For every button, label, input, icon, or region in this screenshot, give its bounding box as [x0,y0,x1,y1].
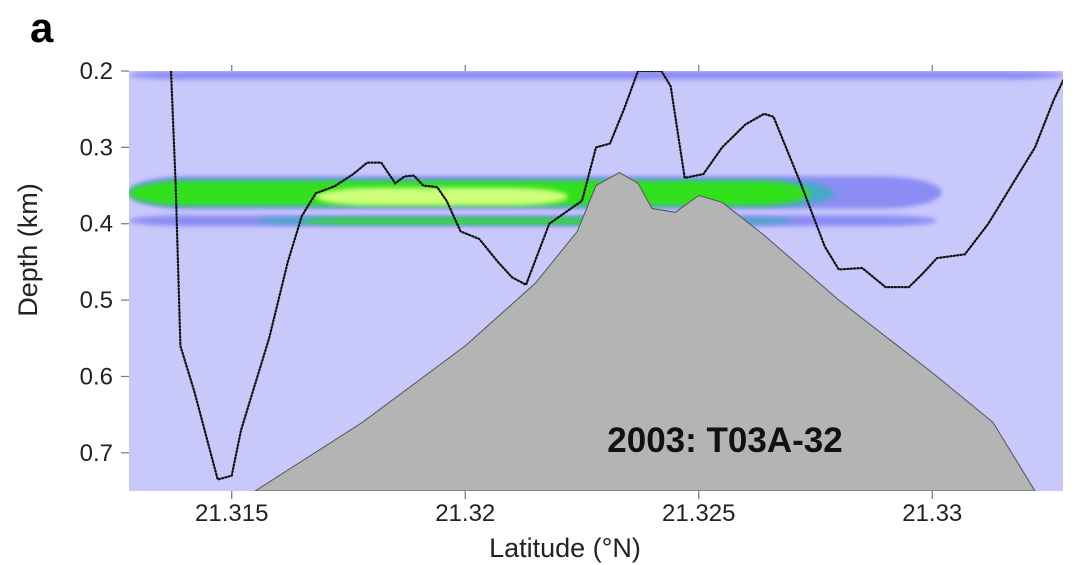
y-axis-title: Depth (km) [13,183,43,317]
y-tick-label: 0.4 [80,211,113,238]
ship-track-line [169,71,1063,481]
seamount-profile [254,172,1036,491]
y-tick-label: 0.7 [80,440,113,467]
x-axis-title: Latitude (°N) [489,533,641,563]
annotation-label: 2003: T03A-32 [607,421,842,460]
x-tick-label: 21.325 [662,500,735,527]
x-axis: 21.315 21.32 21.325 21.33 [195,65,962,527]
plot-area: 2003: T03A-32 [129,71,1063,491]
panel-letter: a [30,4,54,51]
x-tick-label: 21.315 [195,500,268,527]
y-axis: 0.2 0.3 0.4 0.5 0.6 0.7 [80,58,129,467]
y-tick-label: 0.5 [80,287,113,314]
x-tick-label: 21.32 [435,500,495,527]
y-tick-label: 0.6 [80,363,113,390]
y-tick-label: 0.2 [80,58,113,85]
intensity-band-peak-0 [315,187,568,206]
x-tick-label: 21.33 [902,500,962,527]
y-tick-label: 0.3 [80,134,113,161]
intensity-band-low-0 [129,71,1063,80]
